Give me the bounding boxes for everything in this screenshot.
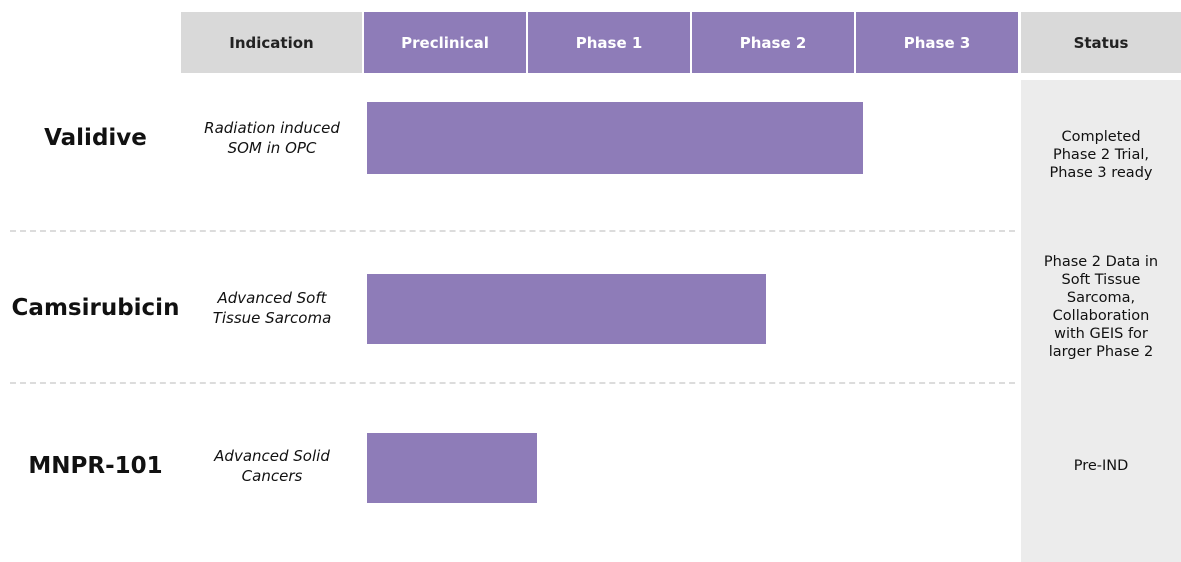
progress-bar	[367, 102, 863, 174]
status-line: Pre-IND	[1073, 458, 1129, 474]
status-line: Soft Tissue	[1061, 272, 1141, 288]
status: Completed Phase 2 Trial, Phase 3 ready	[1021, 80, 1181, 230]
header-cell: Phase 1	[528, 12, 690, 73]
header-cell: Indication	[181, 12, 362, 73]
indication-line: Tissue Sarcoma	[212, 309, 332, 327]
status: Phase 2 Data in Soft Tissue Sarcoma, Collab…	[1021, 232, 1181, 382]
header-cell: Phase 3	[856, 12, 1018, 73]
drug-name: Validive	[44, 125, 147, 151]
progress-bar	[367, 433, 537, 503]
indication: Advanced Soft Tissue Sarcoma	[183, 268, 361, 348]
status-line: Sarcoma,	[1066, 290, 1136, 306]
indication-line: Advanced Soft	[217, 289, 327, 307]
status-line: Phase 3 ready	[1049, 165, 1153, 181]
indication-line: Cancers	[241, 467, 303, 485]
header-cell: Preclinical	[364, 12, 526, 73]
status: Pre-IND	[1021, 384, 1181, 548]
progress-bar	[367, 274, 766, 344]
indication-line: SOM in OPC	[227, 139, 317, 157]
indication: Advanced Solid Cancers	[183, 426, 361, 506]
drug-name: MNPR-101	[28, 453, 163, 479]
status-line: with GEIS for	[1054, 326, 1148, 342]
header-cell: Phase 2	[692, 12, 854, 73]
status-line: larger Phase 2	[1048, 344, 1154, 360]
indication: Radiation induced SOM in OPC	[183, 98, 361, 178]
status-line: Phase 2 Data in	[1043, 254, 1159, 270]
indication-line: Radiation induced	[204, 119, 340, 137]
status-line: Completed	[1061, 129, 1141, 145]
status-line: Phase 2 Trial,	[1053, 147, 1149, 163]
row-divider	[10, 382, 1015, 384]
status-column	[1021, 80, 1181, 562]
header-cell: Status	[1021, 12, 1181, 73]
drug-name: Camsirubicin	[11, 295, 180, 321]
indication-line: Advanced Solid	[214, 447, 330, 465]
status-line: Collaboration	[1052, 308, 1150, 324]
row-divider	[10, 230, 1015, 232]
